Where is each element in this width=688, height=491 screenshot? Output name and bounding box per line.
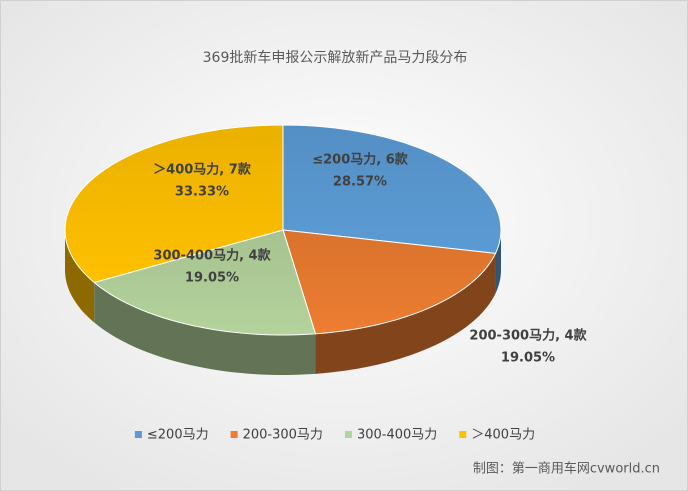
slice	[282, 124, 502, 254]
legend-swatch	[134, 431, 142, 438]
legend-label: ≤200马力	[147, 428, 209, 443]
data-label: 300-400马力, 4款	[153, 248, 271, 264]
data-label: 200-300马力, 4款	[469, 328, 587, 344]
data-label-value: 33.33%	[175, 185, 229, 200]
slice	[282, 229, 497, 335]
slice	[93, 229, 317, 336]
legend-swatch	[459, 431, 467, 438]
data-label-value: 28.57%	[333, 175, 387, 190]
data-label-value: 19.05%	[185, 271, 239, 286]
legend-label: 300-400马力	[357, 428, 437, 443]
data-label: ＞400马力, 7款	[153, 162, 252, 178]
legend-label: ＞400马力	[471, 428, 535, 443]
chart-title: 369批新车申报公示解放新产品马力段分布	[203, 49, 468, 66]
slice-side	[495, 230, 501, 294]
legend-swatch	[344, 431, 352, 438]
slice-side	[315, 253, 496, 374]
source: 制图：第一商用车网cvworld.cn	[473, 461, 660, 477]
slice-side	[65, 230, 95, 323]
legend-swatch	[230, 431, 238, 438]
data-label: ≤200马力, 6款	[312, 152, 409, 168]
legend-label: 200-300马力	[243, 428, 323, 443]
slice-side	[94, 282, 316, 375]
data-label-value: 19.05%	[501, 351, 555, 366]
slice	[64, 124, 284, 284]
